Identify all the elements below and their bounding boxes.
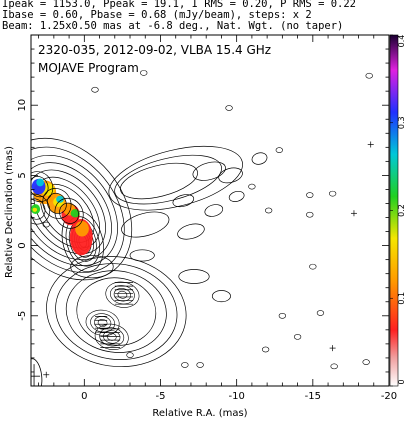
plume-patch	[172, 194, 195, 208]
south-knot-contour	[113, 288, 132, 302]
noise-contour	[20, 226, 27, 231]
beam-ellipse	[31, 358, 43, 386]
x-tick-label: -10	[228, 391, 244, 402]
noise-contour	[225, 105, 233, 111]
south-knot-contour	[117, 290, 128, 299]
y-tick-label: 5	[17, 172, 28, 178]
noise-contour	[328, 190, 337, 197]
jet-knot-contour	[59, 202, 79, 224]
noise-contour	[330, 363, 338, 370]
noise-contour	[278, 312, 287, 319]
jet-knot-contour	[31, 198, 46, 220]
header-line-3: Beam: 1.25x0.50 mas at -6.8 deg., Nat. W…	[2, 20, 344, 32]
noise-contour	[181, 362, 189, 368]
colorbar-tick-label: 0.1	[397, 292, 406, 305]
plot-area	[30, 34, 390, 387]
south-patch	[211, 290, 231, 303]
plot-title: 2320-035, 2012-09-02, VLBA 15.4 GHz	[38, 43, 271, 57]
plot-subtitle: MOJAVE Program	[38, 61, 139, 75]
south-contour	[55, 263, 178, 360]
plume-patch	[192, 161, 226, 181]
x-tick-label: 0	[81, 391, 87, 402]
noise-contour	[140, 70, 148, 76]
plume-contour	[108, 145, 243, 211]
y-axis-label: Relative Declination (mas)	[4, 146, 15, 278]
south-knot-contour	[85, 309, 120, 336]
south-contour	[76, 277, 157, 346]
noise-contour	[264, 207, 273, 214]
noise-contour	[306, 211, 314, 218]
south-contour	[65, 270, 167, 353]
x-tick-label: -5	[155, 391, 165, 402]
axis-ticks	[31, 34, 390, 387]
x-axis-label: Relative R.A. (mas)	[152, 408, 247, 419]
noise-contour	[362, 359, 370, 365]
noise-contour	[91, 86, 99, 93]
noise-contour	[365, 72, 373, 79]
pol-yellow-4	[32, 207, 38, 212]
noise-contour	[261, 346, 270, 353]
plume-patch	[121, 211, 170, 238]
x-tick-label: -15	[305, 391, 321, 402]
noise-contour	[316, 310, 325, 316]
plume-patch	[177, 223, 205, 240]
noise-contour	[293, 334, 302, 340]
plume-patch	[218, 167, 243, 184]
south-patch	[70, 255, 114, 279]
header-line-2: Ibase = 0.60, Pbase = 0.68 (mJy/beam), s…	[2, 9, 312, 21]
noise-contour	[306, 192, 314, 198]
noise-contour	[172, 388, 179, 393]
pol-green-1	[70, 209, 80, 218]
south-knot-contour	[109, 285, 135, 305]
x-tick-labels: 0 -5 -10 -15 -20	[81, 391, 397, 402]
y-tick-label: -5	[17, 311, 28, 321]
jet-knot-contour	[31, 193, 51, 225]
south-knot-contour	[97, 318, 108, 327]
plume-patch	[204, 204, 224, 217]
jet-contour	[31, 137, 133, 281]
y-tick-label: 0	[17, 242, 28, 248]
plume-patch	[228, 190, 245, 202]
noise-contour	[126, 352, 134, 358]
pol-cyan-2	[56, 195, 64, 203]
noise-contour	[196, 362, 204, 368]
header-line-1: Ipeak = 1153.0, Ppeak = 19.1, I RMS = 0.…	[2, 0, 357, 10]
plume-contour	[114, 154, 222, 205]
y-tick-label: 10	[17, 99, 28, 112]
noise-contour	[248, 183, 256, 190]
colorbar-tick-label: 0.4	[397, 35, 406, 48]
map-contents	[20, 70, 374, 393]
noise-contour	[309, 263, 317, 270]
pol-cyan-3	[36, 178, 44, 187]
jet-knot-contour	[31, 176, 49, 198]
colorbar-tick-labels: 0 0.1 0.2 0.3 0.4	[390, 35, 406, 387]
noise-contour	[42, 221, 50, 228]
colorbar-tick-label: 0	[397, 379, 406, 384]
x-tick-label: -20	[381, 391, 397, 402]
jet-knot-contour	[54, 197, 84, 229]
jet-contour	[31, 162, 112, 261]
south-patch	[178, 269, 210, 284]
y-tick-labels: -5 0 5 10	[17, 99, 28, 321]
pol-core-orange	[75, 221, 89, 237]
south-patch	[129, 249, 155, 262]
plume-contour	[120, 162, 198, 200]
polarization-vectors	[94, 282, 134, 348]
noise-contour	[275, 147, 283, 153]
plume-patch	[251, 152, 268, 165]
colorbar-tick-label: 0.3	[397, 116, 406, 129]
colorbar-tick-label: 0.2	[397, 204, 406, 217]
